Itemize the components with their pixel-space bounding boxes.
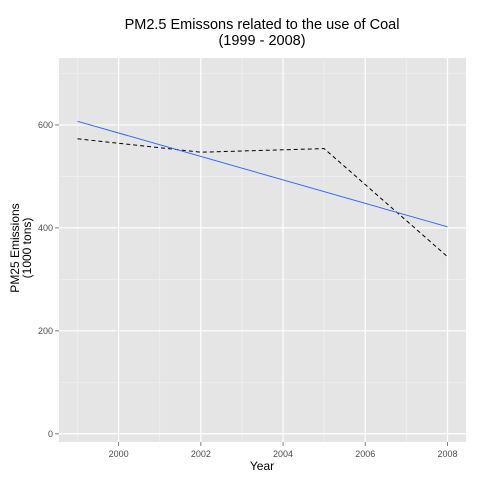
x-tick-label: 2004 xyxy=(273,449,293,459)
plot-panel xyxy=(59,58,466,442)
x-tick-label: 2008 xyxy=(437,449,457,459)
y-tick-label: 600 xyxy=(38,120,53,130)
y-tick-label: 0 xyxy=(48,429,53,439)
x-tick-label: 2006 xyxy=(355,449,375,459)
trend-line xyxy=(77,120,448,228)
y-axis-ticks: 0 200 400 600 xyxy=(38,120,59,439)
y-tick-label: 200 xyxy=(38,326,53,336)
chart-subtitle: (1999 - 2008) xyxy=(218,33,305,49)
emissions-dashed-line xyxy=(77,138,448,258)
major-gridlines xyxy=(59,58,466,442)
y-tick-label: 400 xyxy=(38,223,53,233)
series-layer xyxy=(77,120,448,258)
x-axis-ticks: 2000 2002 2004 2006 2008 xyxy=(109,442,458,459)
minor-gridlines xyxy=(59,58,466,442)
y-axis-title: PM25 Emissions xyxy=(8,203,22,292)
chart-title: PM2.5 Emissons related to the use of Coa… xyxy=(125,17,400,33)
y-axis-title-unit: (1000 tons) xyxy=(20,218,34,279)
x-tick-label: 2000 xyxy=(109,449,129,459)
x-axis-title: Year xyxy=(250,459,274,473)
x-tick-label: 2002 xyxy=(191,449,211,459)
